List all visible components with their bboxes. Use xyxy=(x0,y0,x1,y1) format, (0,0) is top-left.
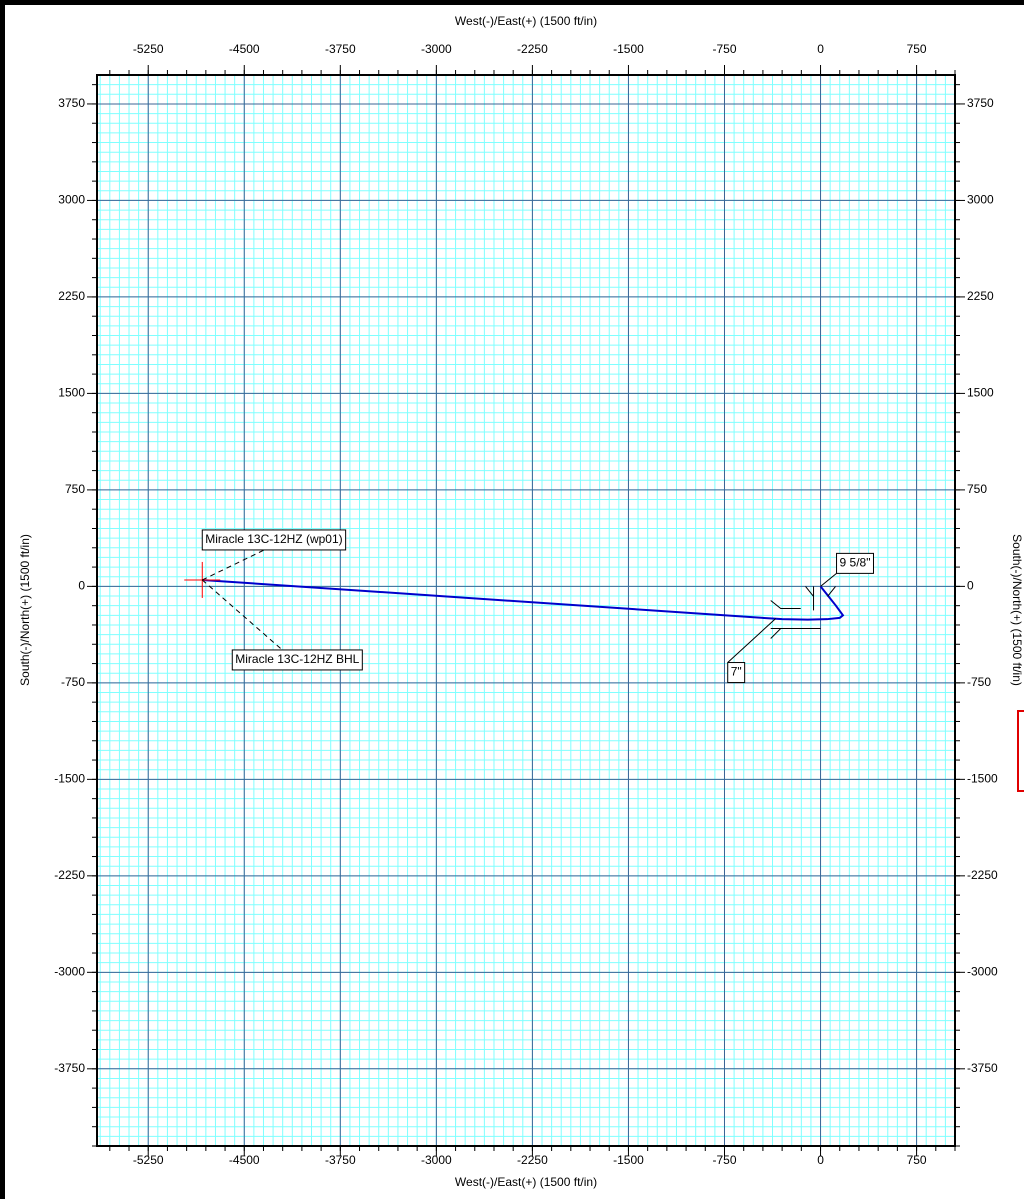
leader-line xyxy=(202,549,265,581)
y-tick-label: -3000 xyxy=(967,964,998,978)
x-tick-label: -1500 xyxy=(613,1153,644,1167)
frame-left xyxy=(0,0,5,1199)
y-tick-label: -3750 xyxy=(54,1061,85,1075)
casing-symbol xyxy=(770,600,821,639)
x-tick-label: 750 xyxy=(907,1153,927,1167)
annotation-box xyxy=(201,529,347,551)
y-tick-label: 3000 xyxy=(967,193,994,207)
y-tick-label: -2250 xyxy=(54,868,85,882)
y-tick-label: -1500 xyxy=(967,772,998,786)
annotation-box xyxy=(836,552,874,574)
x-axis-title-top: West(-)/East(+) (1500 ft/in) xyxy=(455,14,597,28)
y-tick-label: -2250 xyxy=(967,868,998,882)
x-tick-label: -3750 xyxy=(325,1153,356,1167)
annotation-label: 9 5/8" xyxy=(840,556,871,570)
annotation-box xyxy=(727,662,746,684)
x-tick-label: -3750 xyxy=(325,42,356,56)
x-tick-label: -2250 xyxy=(517,1153,548,1167)
well-path xyxy=(202,578,845,621)
x-tick-label: 750 xyxy=(907,42,927,56)
y-tick-label: 1500 xyxy=(967,386,994,400)
x-tick-label: -3000 xyxy=(421,42,452,56)
y-tick-label: -3000 xyxy=(54,964,85,978)
plot-border xyxy=(96,74,956,1147)
x-tick-label: 0 xyxy=(817,1153,824,1167)
y-tick-label: 2250 xyxy=(58,289,85,303)
annotation-label: Miracle 13C-12HZ (wp01) xyxy=(205,532,342,546)
frame-top xyxy=(0,0,1024,5)
x-tick-label: -750 xyxy=(712,1153,736,1167)
plot-area xyxy=(97,75,955,1146)
x-tick-label: -4500 xyxy=(229,1153,260,1167)
y-tick-label: -1500 xyxy=(54,772,85,786)
y-axis-title-left: South(-)/North(+) (1500 ft/in) xyxy=(18,534,32,686)
y-tick-label: 0 xyxy=(967,579,974,593)
annotation-box xyxy=(231,649,363,671)
y-tick-label: 3750 xyxy=(967,96,994,110)
y-tick-label: -750 xyxy=(967,675,991,689)
x-tick-label: -5250 xyxy=(133,42,164,56)
y-tick-label: 750 xyxy=(967,482,987,496)
x-tick-label: -5250 xyxy=(133,1153,164,1167)
legend-box-clipped xyxy=(1017,710,1024,792)
x-tick-label: -4500 xyxy=(229,42,260,56)
leader-line xyxy=(727,618,777,663)
leader-line xyxy=(820,572,837,587)
x-tick-label: -3000 xyxy=(421,1153,452,1167)
x-axis-title-bottom: West(-)/East(+) (1500 ft/in) xyxy=(455,1175,597,1189)
y-tick-label: 3000 xyxy=(58,193,85,207)
casing-symbol xyxy=(805,586,836,611)
annotation-label: Miracle 13C-12HZ BHL xyxy=(235,652,359,666)
y-axis-title-right: South(-)/North(+) (1500 ft/in) xyxy=(1010,534,1024,686)
x-tick-label: 0 xyxy=(817,42,824,56)
x-tick-label: -1500 xyxy=(613,42,644,56)
y-tick-label: 2250 xyxy=(967,289,994,303)
y-tick-label: 1500 xyxy=(58,386,85,400)
x-tick-label: -2250 xyxy=(517,42,548,56)
y-tick-label: 750 xyxy=(65,482,85,496)
y-tick-label: 3750 xyxy=(58,96,85,110)
x-tick-label: -750 xyxy=(712,42,736,56)
annotation-label: 7" xyxy=(731,665,742,679)
y-tick-label: -750 xyxy=(61,675,85,689)
y-tick-label: -3750 xyxy=(967,1061,998,1075)
y-tick-label: 0 xyxy=(78,579,85,593)
